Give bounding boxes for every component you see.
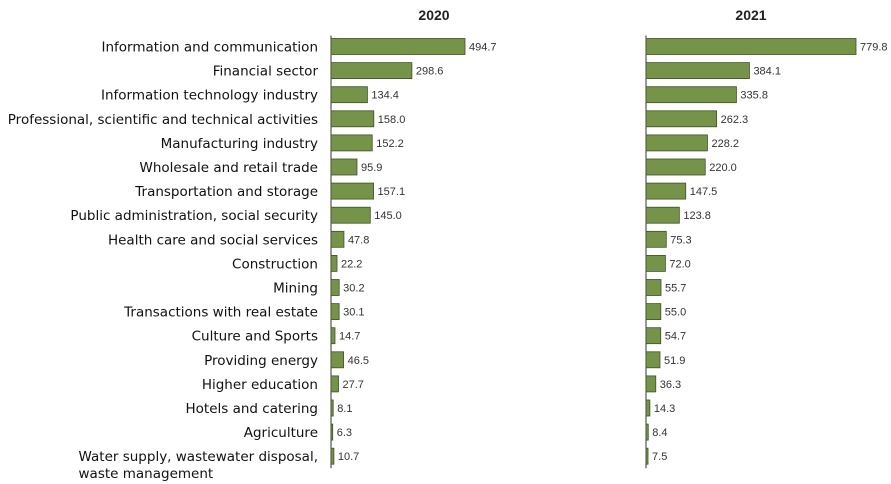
bar: [330, 206, 371, 224]
series-panel-2021: 2021 779.8 384.1 335.8 262.3 228.2 220.0 147.5 1…: [645, 7, 888, 469]
category-label-line2: waste management: [79, 466, 214, 482]
data-label: 779.8: [860, 42, 888, 54]
data-label: 335.8: [740, 90, 768, 102]
bar: [330, 447, 335, 465]
category-label: Providing energy: [204, 353, 318, 369]
data-label: 134.4: [371, 90, 399, 102]
bar: [645, 158, 706, 176]
bar: [330, 423, 334, 441]
category-label: Transactions with real estate: [123, 305, 318, 321]
bar: [645, 38, 857, 55]
bar: [645, 399, 651, 417]
data-label: 51.9: [664, 355, 685, 367]
data-label: 123.8: [683, 210, 711, 222]
panel-title: 2021: [735, 7, 766, 23]
data-label: 55.7: [665, 283, 686, 295]
bar: [330, 351, 344, 369]
series-panel-2020: 2020 494.7 298.6 134.4 158.0 152.2 95.9 157.1 14…: [330, 7, 497, 469]
bar: [645, 375, 657, 393]
data-label: 262.3: [721, 114, 749, 126]
data-label: 75.3: [670, 234, 691, 246]
bar: [645, 423, 649, 441]
bar: [645, 134, 708, 152]
data-label: 220.0: [709, 162, 737, 174]
bar: [330, 38, 466, 55]
data-label: 384.1: [753, 66, 781, 78]
bar: [330, 62, 413, 79]
data-label: 152.2: [376, 138, 404, 150]
bar: [645, 62, 750, 79]
bar: [645, 303, 662, 321]
data-label: 157.1: [378, 186, 406, 198]
data-label: 54.7: [665, 331, 686, 343]
data-label: 46.5: [348, 355, 369, 367]
data-label: 228.2: [711, 138, 739, 150]
category-label: Culture and Sports: [192, 329, 318, 345]
bar: [645, 279, 662, 296]
data-label: 47.8: [348, 234, 369, 246]
data-label: 55.0: [665, 307, 686, 319]
data-label: 298.6: [416, 66, 444, 78]
category-label: Higher education: [202, 377, 318, 393]
bar: [645, 447, 649, 465]
bar: [645, 230, 667, 248]
data-label: 36.3: [660, 379, 681, 391]
panel-title: 2020: [418, 7, 449, 23]
category-label: Transportation and storage: [134, 184, 318, 200]
data-label: 14.3: [654, 403, 675, 415]
bar: [645, 206, 680, 224]
category-label: Construction: [232, 256, 318, 272]
category-label: Water supply, wastewater disposal,: [79, 449, 318, 465]
data-label: 72.0: [669, 258, 690, 270]
data-label: 10.7: [338, 451, 359, 463]
bar: [645, 110, 718, 128]
data-label: 158.0: [378, 114, 406, 126]
bar: [645, 86, 737, 104]
category-label: Information and communication: [101, 40, 318, 56]
data-label: 22.2: [341, 258, 362, 270]
data-label: 95.9: [361, 162, 382, 174]
data-label: 147.5: [690, 186, 718, 198]
data-label: 8.1: [337, 403, 352, 415]
bar: [330, 158, 358, 176]
data-label: 494.7: [469, 42, 497, 54]
bar: [330, 327, 336, 345]
category-label: Financial sector: [213, 64, 319, 80]
bar: [330, 134, 373, 152]
category-label: Agriculture: [244, 425, 318, 441]
data-label: 7.5: [652, 451, 667, 463]
bar: [645, 351, 661, 369]
category-label: Public administration, social security: [70, 208, 318, 224]
data-label: 8.4: [652, 427, 667, 439]
bar: [330, 110, 375, 128]
bar: [330, 254, 338, 272]
bar: [330, 279, 340, 296]
category-label: Health care and social services: [108, 232, 318, 248]
bar: [645, 254, 666, 272]
category-label: Professional, scientific and technical a…: [8, 112, 318, 128]
bar: [330, 375, 339, 393]
bar: [645, 182, 687, 200]
bar: [330, 182, 374, 200]
category-label: Information technology industry: [101, 88, 318, 104]
data-label: 30.1: [343, 307, 364, 319]
data-label: 30.2: [343, 283, 364, 295]
data-label: 14.7: [339, 331, 360, 343]
category-label: Hotels and catering: [186, 401, 319, 417]
data-label: 6.3: [337, 427, 352, 439]
bar: [330, 230, 345, 248]
data-label: 145.0: [374, 210, 402, 222]
bar: [330, 86, 368, 104]
bar: [330, 399, 334, 417]
bar: [330, 303, 340, 321]
bar: [645, 327, 662, 345]
data-label: 27.7: [343, 379, 364, 391]
category-label: Manufacturing industry: [161, 136, 318, 152]
category-label: Wholesale and retail trade: [140, 160, 318, 176]
category-label: Mining: [273, 281, 318, 297]
